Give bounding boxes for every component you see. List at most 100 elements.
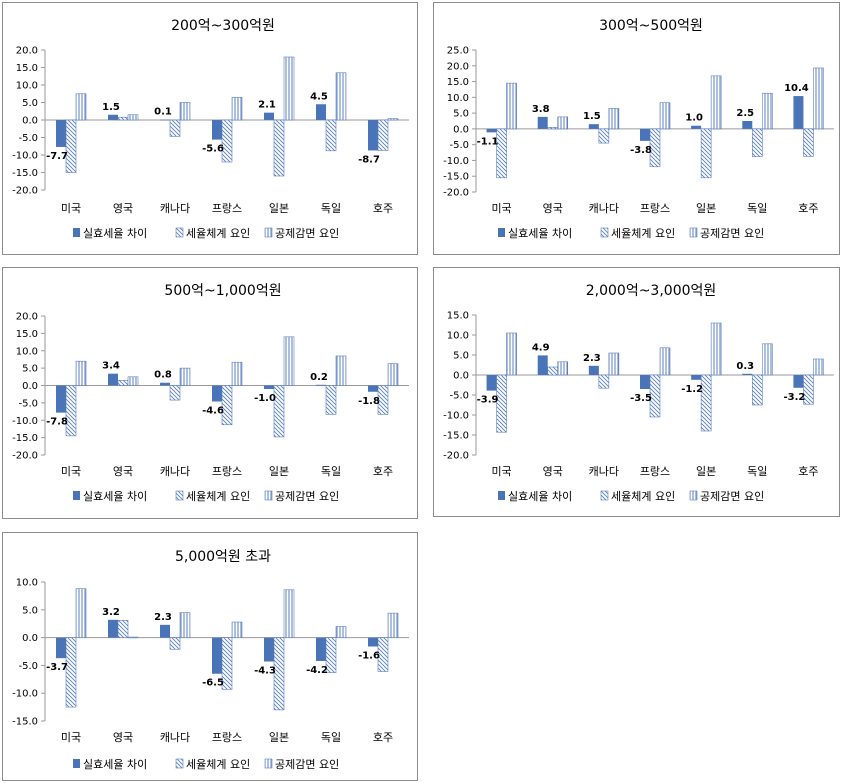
legend-rate-structure-factor-label: 세율체계 요인 [186, 490, 250, 503]
chart-2000-3000: 2,000억~3,000억원 15.0 10.0 5.0 0.0 -5.0 -10.0 -15… [443, 283, 834, 503]
data-label: 10.4 [784, 83, 809, 94]
bar-deduction-factor [387, 363, 399, 386]
y-tick-label: 25.0 [447, 46, 469, 57]
bar-effective-rate-diff [793, 96, 804, 129]
bar-deduction-factor [557, 116, 569, 130]
legend-rate-structure-factor-label: 세율체계 요인 [186, 758, 250, 771]
bar-deduction-factor [710, 75, 722, 130]
legend-rate-structure-factor-swatch [175, 227, 184, 238]
bar-effective-rate-diff [316, 104, 326, 120]
x-category-label: 호주 [373, 202, 393, 215]
bar-deduction-factor [335, 626, 347, 638]
bar-deduction-factor [179, 367, 191, 386]
x-category-label: 캐나다 [160, 731, 190, 744]
y-tick-label: 10.0 [16, 346, 38, 357]
y-tick-label: -15.0 [12, 168, 38, 179]
bar-deduction-factor [813, 67, 824, 130]
bar-effective-rate-diff [691, 125, 702, 129]
bar-deduction-factor [231, 96, 243, 121]
y-tick-label: -10.0 [12, 689, 38, 700]
bar-rate-structure-factor [65, 385, 77, 437]
bar-deduction-factor [710, 322, 722, 376]
y-tick-label: 10.0 [447, 331, 469, 342]
bar-deduction-factor [127, 114, 139, 121]
data-label: 1.5 [583, 111, 601, 122]
chart-title: 200억~300억원 [171, 18, 275, 34]
legend-effective-rate-diff-label: 실효세율 차이 [83, 227, 147, 240]
x-category-label: 일본 [269, 201, 289, 215]
chart-title: 500억~1,000억원 [164, 283, 281, 299]
y-tick-label: 20.0 [16, 46, 38, 57]
bar-effective-rate-diff [588, 365, 599, 375]
data-label: -3.8 [630, 145, 652, 156]
y-tick-label: -15.0 [12, 433, 38, 444]
x-category-label: 호주 [373, 465, 393, 478]
bar-rate-structure-factor [803, 374, 814, 405]
legend-effective-rate-diff-label: 실효세율 차이 [83, 490, 147, 503]
legend-effective-rate-diff-swatch [498, 491, 505, 500]
data-label: 2.1 [258, 100, 276, 111]
x-category-label: 미국 [61, 731, 81, 744]
legend-deduction-factor-label: 공제감면 요인 [275, 490, 339, 503]
y-tick-label: 20.0 [16, 312, 38, 323]
data-label: -1.6 [358, 650, 380, 661]
bar-effective-rate-diff [108, 114, 118, 120]
chart-title: 2,000억~3,000억원 [586, 283, 717, 299]
bar-effective-rate-diff [160, 119, 170, 121]
data-label: -6.5 [202, 678, 224, 689]
data-label: 0.8 [154, 370, 172, 381]
legend-rate-structure-factor-label: 세율체계 요인 [611, 490, 675, 503]
x-category-label: 독일 [747, 464, 767, 478]
bar-deduction-factor [75, 588, 87, 638]
bar-deduction-factor [557, 361, 569, 376]
bar-rate-structure-factor [221, 385, 233, 426]
bar-rate-structure-factor [273, 119, 285, 177]
bar-rate-structure-factor [547, 366, 559, 376]
bar-deduction-factor [283, 336, 295, 386]
bar-deduction-factor [813, 358, 824, 376]
legend-deduction-factor-swatch [689, 227, 698, 238]
data-label: -3.7 [46, 662, 68, 673]
bar-effective-rate-diff [316, 384, 326, 386]
legend-effective-rate-diff-label: 실효세율 차이 [508, 490, 572, 503]
bar-rate-structure-factor [325, 637, 337, 673]
legend-deduction-factor-swatch [264, 490, 273, 501]
bar-effective-rate-diff [212, 385, 222, 402]
data-label: 3.8 [532, 104, 550, 115]
bar-effective-rate-diff [108, 619, 118, 638]
y-tick-label: 15.0 [447, 77, 469, 88]
x-category-label: 영국 [543, 465, 563, 478]
data-label: 4.5 [310, 91, 328, 102]
bar-effective-rate-diff [588, 124, 599, 129]
chart-300-500: 300억~500억원 25.0 20.0 15.0 10.0 5.0 0.0 -5.0 -10.… [443, 18, 834, 240]
legend-effective-rate-diff-swatch [498, 228, 505, 237]
bar-rate-structure-factor [700, 374, 712, 432]
bar-deduction-factor [387, 118, 399, 121]
bar-rate-structure-factor [117, 379, 129, 386]
legend-rate-structure-factor-label: 세율체계 요인 [611, 227, 675, 240]
y-tick-label: 5.0 [22, 98, 38, 109]
x-category-label: 프랑스 [640, 202, 670, 215]
x-category-label: 프랑스 [212, 465, 242, 478]
y-tick-label: 15.0 [447, 311, 469, 322]
data-label: -3.2 [783, 392, 805, 403]
y-tick-label: 15.0 [16, 329, 38, 340]
bar-rate-structure-factor [377, 637, 389, 672]
x-category-label: 일본 [269, 730, 289, 744]
data-label: 3.4 [102, 361, 120, 372]
legend-rate-structure-factor-swatch [175, 758, 184, 769]
x-category-label: 일본 [269, 464, 289, 478]
bar-deduction-factor [75, 93, 87, 121]
y-tick-label: 5.0 [22, 364, 38, 375]
x-category-label: 캐나다 [589, 202, 619, 215]
x-category-label: 호주 [798, 202, 818, 215]
bar-rate-structure-factor [547, 127, 559, 130]
bar-rate-structure-factor [649, 374, 661, 418]
data-label: -4.2 [306, 665, 328, 676]
x-category-label: 영국 [113, 202, 133, 215]
legend-deduction-factor-label: 공제감면 요인 [275, 758, 339, 771]
bar-rate-structure-factor [751, 128, 763, 157]
bar-rate-structure-factor [169, 119, 181, 137]
x-category-label: 프랑스 [212, 202, 242, 215]
chart-500-1000: 500억~1,000억원20.015.010.05.00.0-5.0-10.0-… [12, 283, 409, 503]
